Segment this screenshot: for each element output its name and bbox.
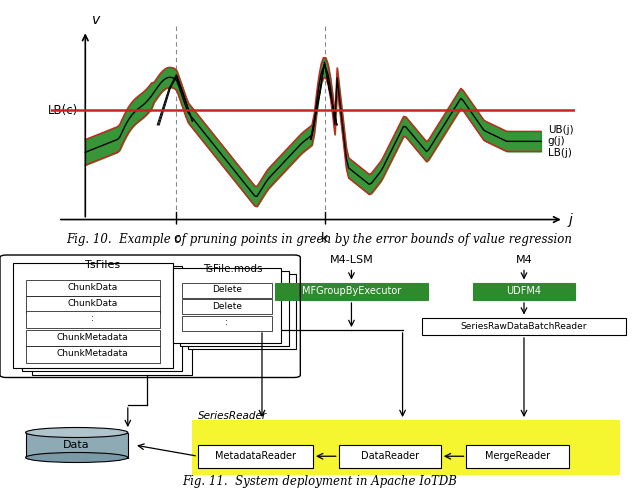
Text: :: : bbox=[91, 314, 94, 324]
FancyBboxPatch shape bbox=[182, 316, 272, 330]
Text: Delete: Delete bbox=[212, 302, 242, 310]
Ellipse shape bbox=[26, 452, 128, 462]
FancyBboxPatch shape bbox=[188, 274, 296, 348]
FancyBboxPatch shape bbox=[192, 420, 620, 475]
FancyBboxPatch shape bbox=[26, 330, 160, 346]
Text: Data: Data bbox=[63, 440, 90, 450]
FancyBboxPatch shape bbox=[422, 318, 626, 335]
FancyBboxPatch shape bbox=[173, 268, 281, 342]
FancyBboxPatch shape bbox=[26, 280, 160, 296]
FancyBboxPatch shape bbox=[26, 311, 160, 328]
FancyBboxPatch shape bbox=[26, 346, 160, 362]
FancyBboxPatch shape bbox=[473, 282, 575, 300]
Text: j: j bbox=[568, 212, 572, 226]
Text: Fig. 10.  Example of pruning points in green by the error bounds of value regres: Fig. 10. Example of pruning points in gr… bbox=[66, 232, 573, 245]
Text: TsFiles: TsFiles bbox=[85, 260, 119, 270]
Text: c: c bbox=[173, 232, 180, 245]
Text: UDFM4: UDFM4 bbox=[507, 286, 541, 296]
FancyBboxPatch shape bbox=[13, 262, 173, 368]
Text: SeriesRawDataBatchReader: SeriesRawDataBatchReader bbox=[461, 322, 587, 331]
Text: MetadataReader: MetadataReader bbox=[215, 451, 296, 461]
Text: SeriesReader: SeriesReader bbox=[198, 411, 267, 421]
Text: ChunkMetadata: ChunkMetadata bbox=[57, 333, 128, 342]
FancyBboxPatch shape bbox=[32, 270, 192, 375]
Text: M4-LSM: M4-LSM bbox=[330, 255, 373, 265]
Text: ChunkMetadata: ChunkMetadata bbox=[57, 349, 128, 358]
Text: g(j): g(j) bbox=[548, 136, 566, 146]
FancyBboxPatch shape bbox=[26, 432, 128, 458]
Text: v: v bbox=[92, 13, 100, 27]
FancyBboxPatch shape bbox=[22, 266, 182, 371]
FancyBboxPatch shape bbox=[275, 282, 428, 300]
Text: Fig. 11.  System deployment in Apache IoTDB: Fig. 11. System deployment in Apache IoT… bbox=[182, 474, 457, 488]
Text: ChunkData: ChunkData bbox=[68, 283, 118, 292]
FancyBboxPatch shape bbox=[182, 283, 272, 298]
FancyBboxPatch shape bbox=[339, 445, 441, 468]
FancyBboxPatch shape bbox=[182, 299, 272, 314]
FancyBboxPatch shape bbox=[180, 270, 289, 345]
Text: DataReader: DataReader bbox=[361, 451, 419, 461]
Text: :: : bbox=[226, 318, 228, 327]
FancyBboxPatch shape bbox=[26, 296, 160, 312]
Text: LB(j): LB(j) bbox=[548, 148, 572, 158]
FancyBboxPatch shape bbox=[466, 445, 569, 468]
Text: MergeReader: MergeReader bbox=[485, 451, 550, 461]
Text: TsFile.mods: TsFile.mods bbox=[203, 264, 263, 274]
FancyBboxPatch shape bbox=[198, 445, 313, 468]
Ellipse shape bbox=[26, 428, 128, 438]
Text: UB(j): UB(j) bbox=[548, 124, 573, 134]
Text: k: k bbox=[321, 232, 328, 245]
Text: M4: M4 bbox=[516, 255, 532, 265]
Text: Delete: Delete bbox=[212, 286, 242, 294]
Text: MFGroupByExecutor: MFGroupByExecutor bbox=[302, 286, 401, 296]
Text: LB(c): LB(c) bbox=[48, 104, 79, 117]
Text: ChunkData: ChunkData bbox=[68, 299, 118, 308]
